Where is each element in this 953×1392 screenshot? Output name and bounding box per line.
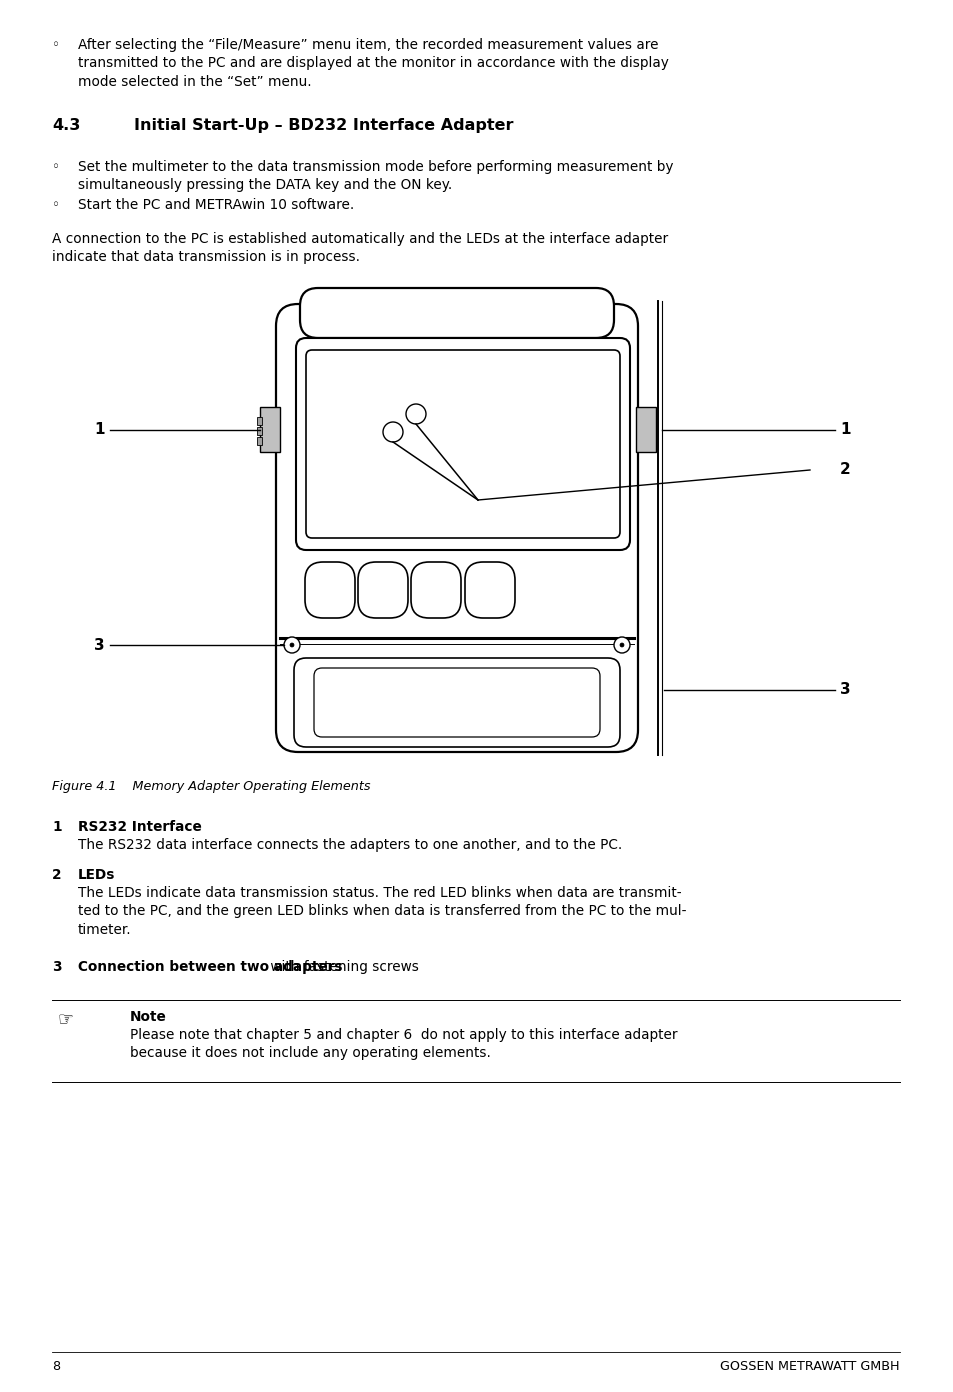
Text: ◦: ◦: [52, 160, 60, 174]
FancyBboxPatch shape: [357, 562, 408, 618]
Text: ☞: ☞: [57, 1011, 73, 1029]
FancyBboxPatch shape: [464, 562, 515, 618]
FancyBboxPatch shape: [275, 303, 638, 752]
Text: The LEDs indicate data transmission status. The red LED blinks when data are tra: The LEDs indicate data transmission stat…: [78, 885, 686, 937]
Text: Set the multimeter to the data transmission mode before performing measurement b: Set the multimeter to the data transmiss…: [78, 160, 673, 192]
Text: ◦: ◦: [52, 198, 60, 212]
Text: Figure 4.1    Memory Adapter Operating Elements: Figure 4.1 Memory Adapter Operating Elem…: [52, 780, 370, 793]
Text: 1: 1: [94, 423, 105, 437]
Text: 3: 3: [94, 638, 105, 653]
Text: LEDs: LEDs: [78, 869, 115, 883]
Text: GOSSEN METRAWATT GMBH: GOSSEN METRAWATT GMBH: [720, 1360, 899, 1373]
Text: ◦: ◦: [52, 38, 60, 52]
Text: A connection to the PC is established automatically and the LEDs at the interfac: A connection to the PC is established au…: [52, 232, 667, 264]
Text: Please note that chapter 5 and chapter 6  do not apply to this interface adapter: Please note that chapter 5 and chapter 6…: [130, 1029, 677, 1061]
Text: 1: 1: [52, 820, 62, 834]
Circle shape: [284, 638, 299, 653]
Text: 8: 8: [52, 1360, 60, 1373]
Text: 2: 2: [52, 869, 61, 883]
Text: After selecting the “File/Measure” menu item, the recorded measurement values ar: After selecting the “File/Measure” menu …: [78, 38, 668, 89]
FancyBboxPatch shape: [636, 406, 656, 452]
FancyBboxPatch shape: [256, 437, 262, 445]
Text: Initial Start-Up – BD232 Interface Adapter: Initial Start-Up – BD232 Interface Adapt…: [133, 118, 513, 134]
Text: 3: 3: [52, 960, 62, 974]
Text: RS232 Interface: RS232 Interface: [78, 820, 201, 834]
Text: with fastening screws: with fastening screws: [265, 960, 418, 974]
FancyBboxPatch shape: [305, 562, 355, 618]
Text: 2: 2: [840, 462, 850, 477]
Circle shape: [406, 404, 426, 425]
Text: 3: 3: [840, 682, 850, 697]
FancyBboxPatch shape: [260, 406, 280, 452]
FancyBboxPatch shape: [306, 349, 619, 537]
Circle shape: [290, 643, 294, 647]
Circle shape: [382, 422, 402, 443]
FancyBboxPatch shape: [295, 338, 629, 550]
FancyBboxPatch shape: [294, 658, 619, 748]
Text: 1: 1: [840, 423, 850, 437]
FancyBboxPatch shape: [256, 427, 262, 434]
Circle shape: [619, 643, 623, 647]
Circle shape: [614, 638, 629, 653]
Text: Connection between two adapters: Connection between two adapters: [78, 960, 342, 974]
FancyBboxPatch shape: [299, 288, 614, 338]
FancyBboxPatch shape: [256, 418, 262, 425]
Text: 4.3: 4.3: [52, 118, 80, 134]
Text: Note: Note: [130, 1011, 167, 1025]
Text: Start the PC and METRAwin 10 software.: Start the PC and METRAwin 10 software.: [78, 198, 354, 212]
FancyBboxPatch shape: [411, 562, 460, 618]
Text: The RS232 data interface connects the adapters to one another, and to the PC.: The RS232 data interface connects the ad…: [78, 838, 621, 852]
FancyBboxPatch shape: [314, 668, 599, 736]
